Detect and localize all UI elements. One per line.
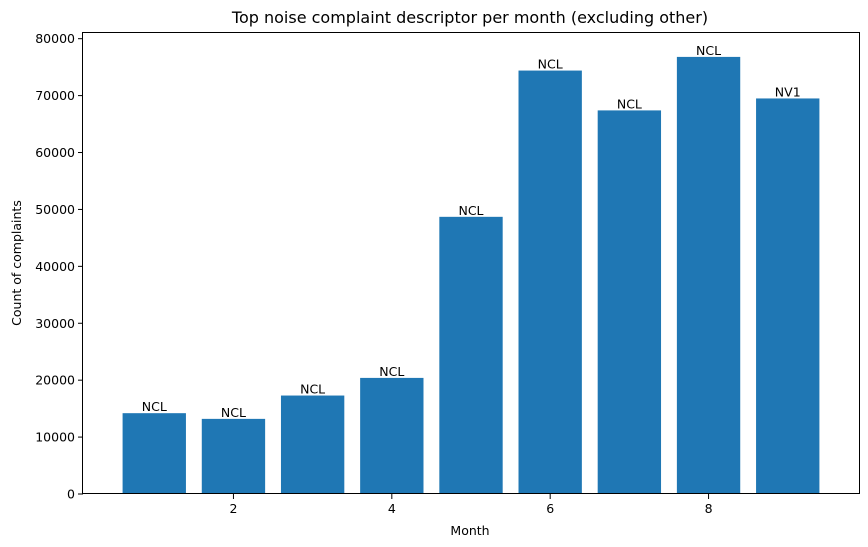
bars-group xyxy=(122,56,820,495)
bar-label-month-2: NCL xyxy=(221,405,246,420)
y-tick-label-0: 0 xyxy=(67,487,75,502)
y-tick-label-80000: 80000 xyxy=(35,31,75,46)
y-tick-label-70000: 70000 xyxy=(35,88,75,103)
plot-frame xyxy=(82,32,860,494)
y-tick-label-40000: 40000 xyxy=(35,259,75,274)
bar-month-6 xyxy=(518,70,582,494)
y-tick-label-10000: 10000 xyxy=(35,430,75,445)
y-tick-label-60000: 60000 xyxy=(35,145,75,160)
y-tick-label-30000: 30000 xyxy=(35,316,75,331)
x-axis-label: Month xyxy=(450,523,489,538)
bar-month-4 xyxy=(360,377,424,494)
x-tick-label-2: 2 xyxy=(229,501,237,516)
bar-month-3 xyxy=(280,395,345,494)
x-tick-label-6: 6 xyxy=(546,501,554,516)
x-axis-ticks: 2 4 6 8 xyxy=(229,494,713,516)
bar-month-1 xyxy=(122,413,186,494)
bar-label-month-4: NCL xyxy=(379,364,404,379)
x-tick-label-4: 4 xyxy=(388,501,396,516)
bar-label-month-7: NCL xyxy=(617,96,642,111)
bar-month-9 xyxy=(756,98,820,494)
y-tick-label-50000: 50000 xyxy=(35,202,75,217)
bar-label-month-1: NCL xyxy=(142,399,167,414)
y-axis-label: Count of complaints xyxy=(9,200,24,326)
bar-label-month-9: NV1 xyxy=(775,84,801,99)
y-tick-label-20000: 20000 xyxy=(35,373,75,388)
chart-title: Top noise complaint descriptor per month… xyxy=(231,8,708,27)
bar-month-8 xyxy=(676,56,741,495)
bar-month-7 xyxy=(597,110,662,495)
bar-label-month-3: NCL xyxy=(300,382,325,397)
bar-labels-group: NCL NCL NCL NCL NCL NCL NCL NCL NV1 xyxy=(142,43,801,420)
bar-label-month-8: NCL xyxy=(696,43,721,58)
bar-month-2 xyxy=(201,418,266,494)
x-tick-label-8: 8 xyxy=(705,501,713,516)
bar-label-month-5: NCL xyxy=(458,203,483,218)
bar-label-month-6: NCL xyxy=(538,57,563,72)
bar-month-5 xyxy=(439,216,503,494)
y-axis-ticks: 0 10000 20000 30000 40000 50000 60000 70000 8000… xyxy=(35,31,83,502)
